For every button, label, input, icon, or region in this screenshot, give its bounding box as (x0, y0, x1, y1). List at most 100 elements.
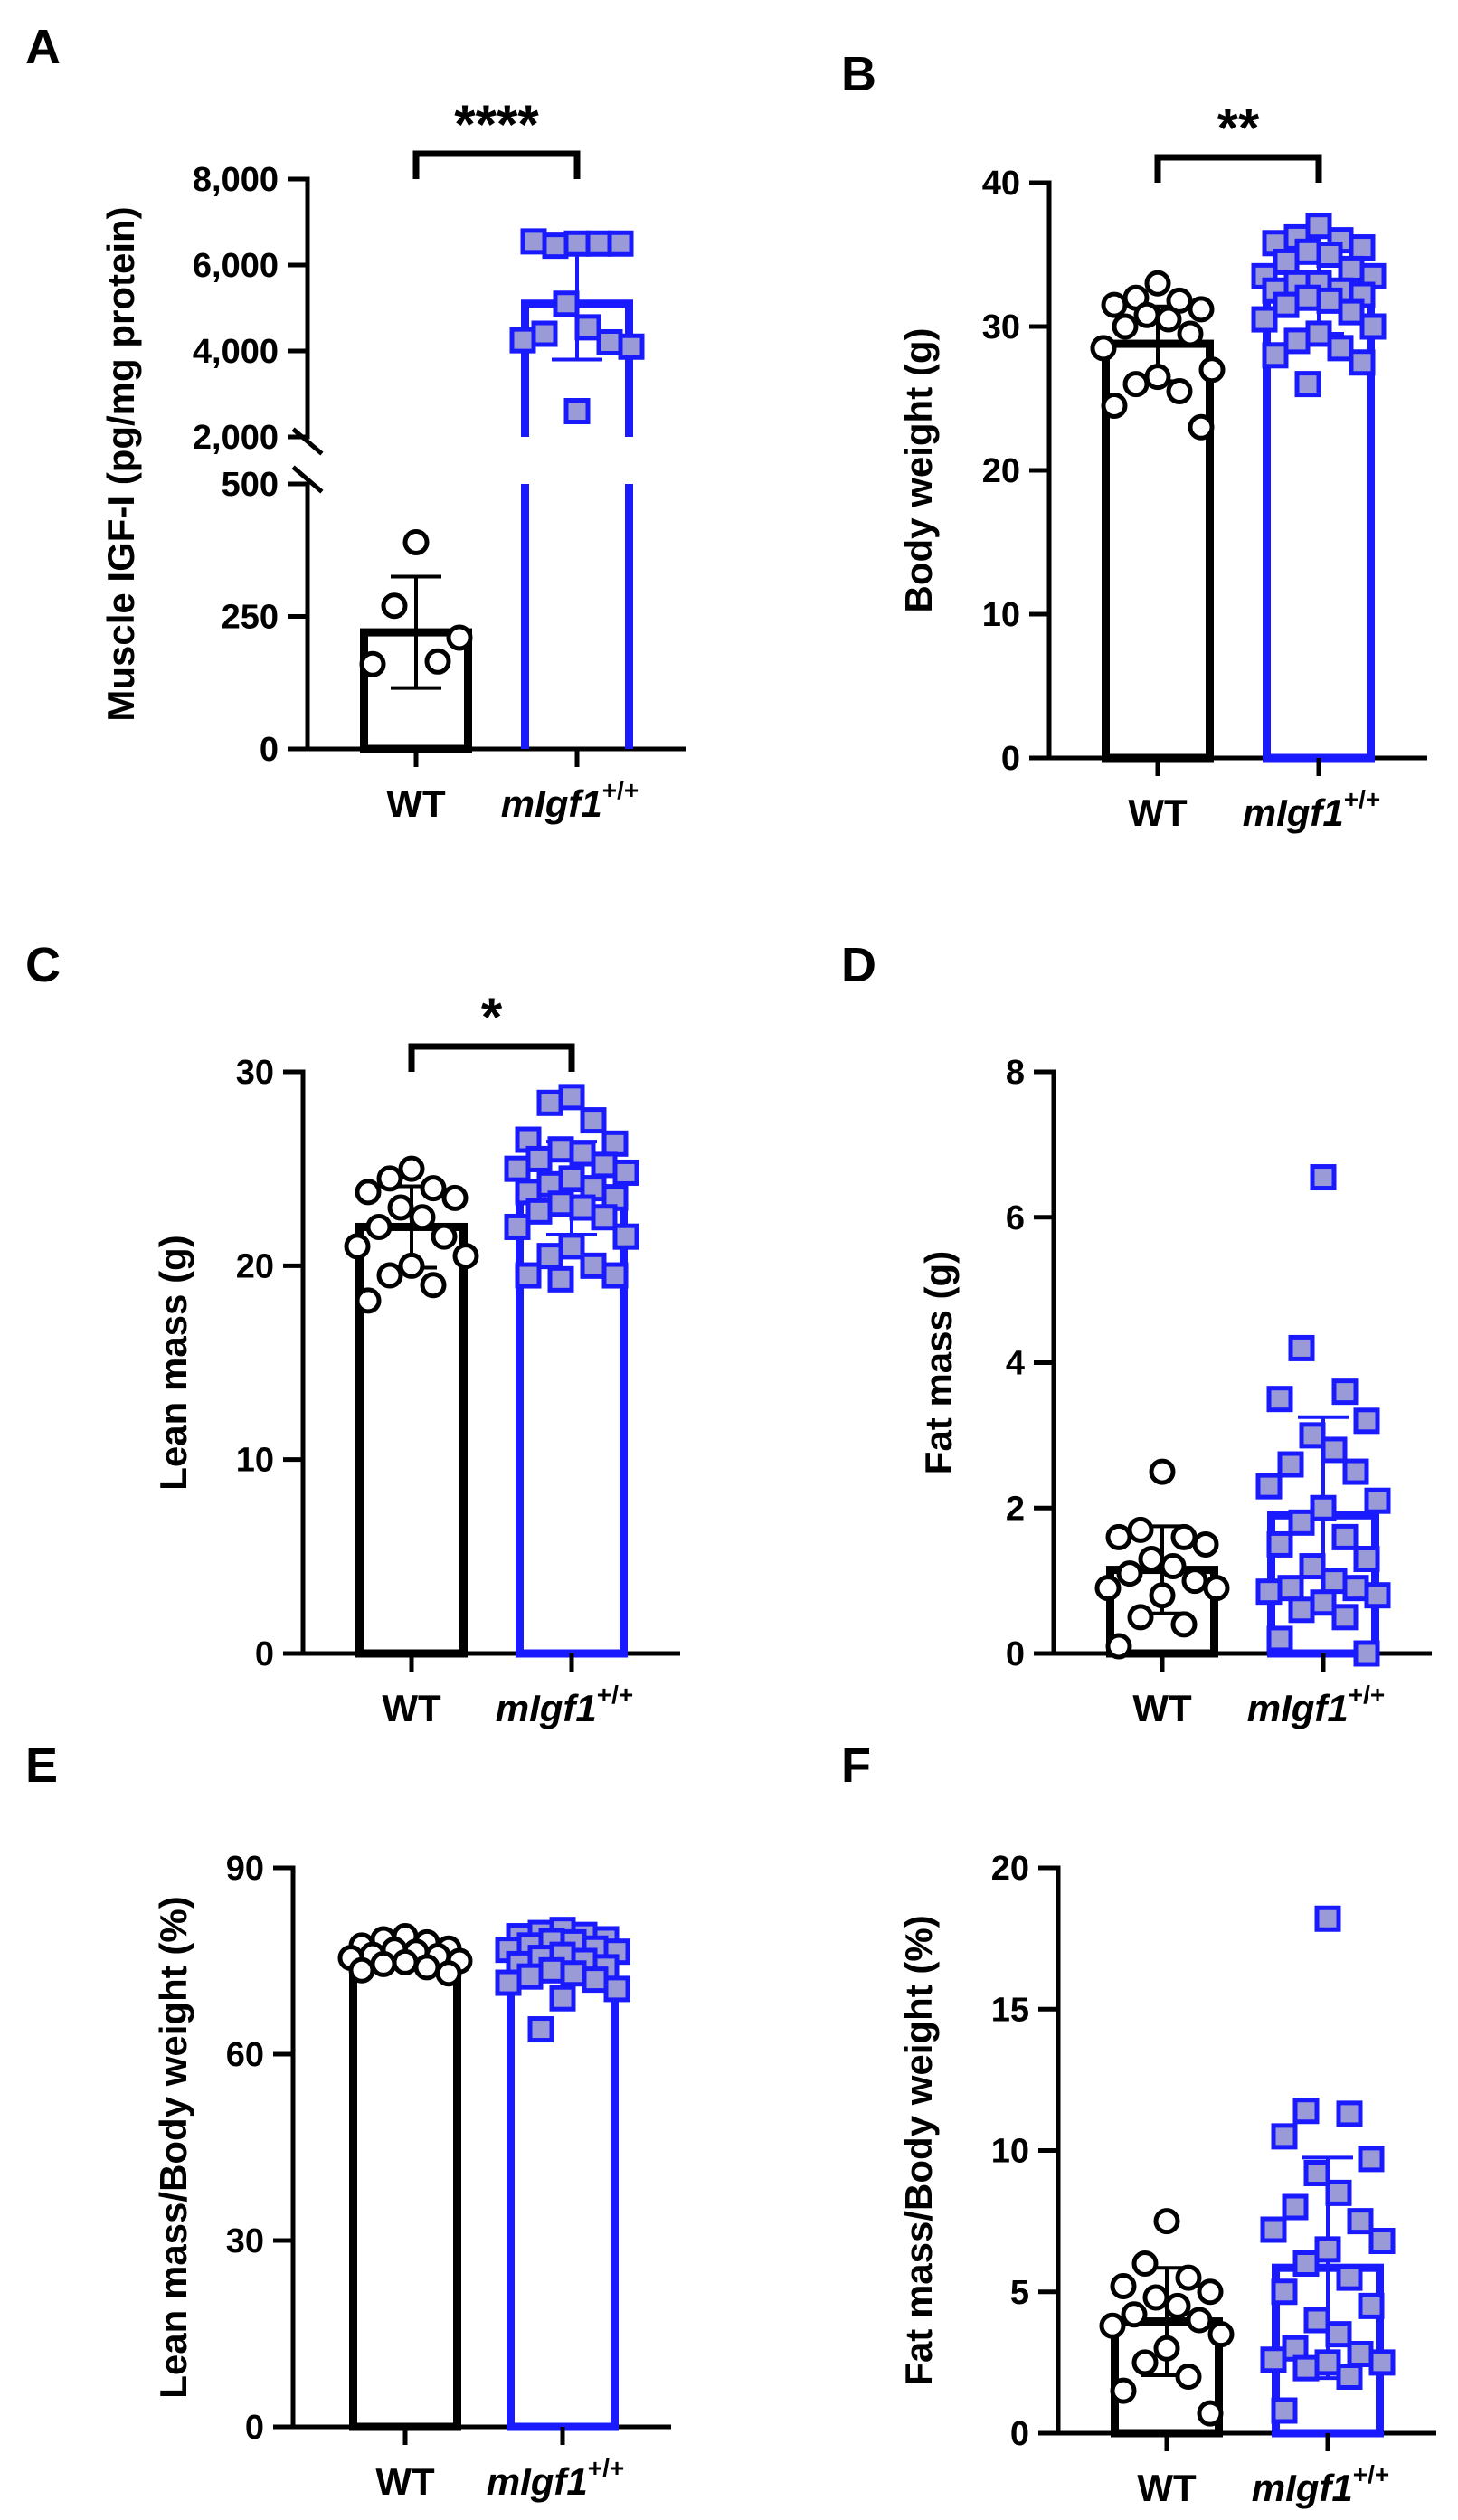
x-label-migf1: mIgf1+/+ (501, 776, 639, 825)
x-label-wt: WT (1137, 2467, 1197, 2509)
data-point-wt (1099, 2312, 1126, 2339)
data-point-wt (1175, 2264, 1202, 2291)
data-point-mut (1299, 1422, 1326, 1449)
x-label-migf1: mIgf1+/+ (1252, 2460, 1390, 2509)
data-point-wt (355, 1287, 382, 1314)
data-point-wt (1188, 413, 1215, 441)
data-point-wt (1181, 1568, 1208, 1595)
x-label-migf1-genotype: +/+ (1344, 785, 1380, 813)
data-point-wt (409, 1204, 436, 1231)
y-tick-label: 4,000 (193, 333, 279, 371)
data-point-mut (547, 1190, 574, 1217)
data-point-mut (1277, 1575, 1304, 1602)
data-point-mut (1349, 234, 1376, 261)
data-point-mut (1358, 2292, 1385, 2319)
data-point-mut (1292, 2250, 1320, 2277)
data-point-mut (1266, 1386, 1293, 1413)
data-point-wt (441, 1184, 469, 1211)
x-label-wt: WT (1132, 1687, 1192, 1729)
data-point-wt (1153, 2335, 1180, 2362)
y-tick-label: 90 (226, 1850, 264, 1888)
x-label-migf1-genotype: +/+ (597, 1681, 633, 1709)
data-point-mut (525, 1145, 553, 1172)
data-point-mut (603, 1975, 630, 2003)
data-point-wt (1153, 2208, 1180, 2235)
data-point-wt (446, 624, 473, 651)
data-point-mut (1336, 2264, 1363, 2291)
data-point-mut (1262, 342, 1289, 369)
data-point-wt (452, 1243, 479, 1270)
data-point-mut (1336, 2364, 1363, 2390)
panel-letter: B (841, 47, 876, 101)
data-point-mut (1336, 2100, 1363, 2127)
x-label-migf1-name: mIgf1 (1252, 2467, 1353, 2509)
significance-label: * (481, 987, 503, 1047)
data-point-mut (1338, 255, 1365, 282)
x-label-migf1-name: mIgf1 (1243, 791, 1344, 834)
data-point-wt (1090, 335, 1117, 362)
data-point-mut (1331, 1378, 1359, 1406)
data-point-wt (1121, 2301, 1148, 2328)
data-point-wt (1170, 1611, 1198, 1638)
data-point-mut (1310, 1164, 1337, 1191)
data-point-wt (420, 1175, 447, 1202)
data-point-mut (1364, 1487, 1391, 1514)
data-point-wt (1144, 270, 1171, 297)
panel-a: A 0 250 500 2,000 4,000 6,000 8,000 Muscle IGF-I… (25, 20, 686, 825)
x-label-migf1-name: mIgf1 (496, 1687, 597, 1729)
y-tick-label: 5 (1010, 2274, 1029, 2312)
y-axis-label: Lean mass (g) (152, 1235, 194, 1490)
data-point-wt (1105, 1523, 1132, 1550)
x-label-migf1: mIgf1+/+ (487, 2454, 625, 2503)
x-label-wt: WT (386, 782, 446, 825)
data-point-mut (1314, 2349, 1341, 2376)
data-point-wt (392, 1948, 419, 1975)
data-point-mut (531, 320, 558, 347)
data-point-wt (344, 1233, 371, 1260)
y-tick-label: 0 (1001, 740, 1020, 778)
data-point-mut (1316, 242, 1343, 268)
data-point-mut (1294, 371, 1321, 398)
data-point-mut (1283, 327, 1311, 355)
data-point-mut (1260, 2346, 1287, 2373)
data-point-mut (558, 1165, 585, 1192)
data-point-mut (1368, 2228, 1396, 2254)
data-point-mut (1294, 284, 1321, 311)
data-point-mut (1271, 2278, 1298, 2306)
data-point-mut (1316, 287, 1343, 314)
data-point-mut (574, 314, 601, 341)
data-point-mut (1255, 1578, 1283, 1606)
data-point-wt (424, 648, 451, 675)
panel-letter: E (25, 1738, 58, 1793)
panel-d: D 0 2 4 6 8 Fat mass (g) WT mIgf1+/+ (841, 938, 1432, 1729)
data-point-mut (1260, 2216, 1287, 2243)
y-tick-label: 40 (982, 165, 1020, 203)
data-point-mut (542, 232, 569, 260)
data-point-wt (398, 1155, 425, 1182)
data-point-wt (359, 650, 386, 677)
data-point-mut (585, 230, 612, 257)
data-point-mut (553, 290, 580, 317)
bar-migf1 (507, 1954, 619, 2431)
data-point-mut (538, 1956, 565, 1984)
y-tick-label: 0 (1006, 1635, 1025, 1673)
data-point-mut (1331, 1604, 1359, 1631)
data-point-mut (1266, 1530, 1293, 1558)
panel-f: F 0 5 10 15 20 Fat mass/Body weight (%) WT mIgf1… (841, 1738, 1436, 2509)
data-point-wt (1170, 1523, 1198, 1550)
y-tick-label: 20 (991, 1850, 1029, 1888)
y-axis-label: Muscle IGF-I (pg/mg protein) (99, 206, 142, 721)
data-point-wt (1105, 1633, 1132, 1660)
y-axis-label: Fat mass (g) (917, 1251, 960, 1474)
axis-break-mark (291, 427, 324, 456)
x-label-migf1-name: mIgf1 (501, 782, 602, 825)
data-point-mut (547, 1265, 574, 1293)
y-tick-label: 30 (982, 308, 1020, 346)
data-point-mut (549, 1985, 576, 2012)
x-label-wt: WT (1128, 791, 1188, 834)
data-point-mut (1292, 2098, 1320, 2125)
x-label-migf1-genotype: +/+ (602, 776, 639, 804)
data-point-wt (365, 1213, 393, 1240)
data-point-wt (1116, 1560, 1143, 1587)
x-label-migf1: mIgf1+/+ (1243, 785, 1381, 834)
